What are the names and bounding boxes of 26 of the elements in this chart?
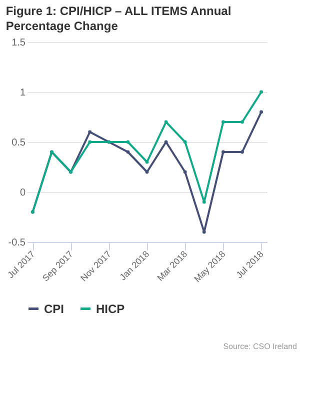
point	[240, 150, 244, 154]
chart-title: Figure 1: CPI/HICP – ALL ITEMS Annual Percentage Change	[6, 4, 232, 33]
y-tick-label: 0.5	[12, 138, 26, 148]
y-tick-label: 0	[20, 188, 26, 198]
point	[202, 230, 206, 234]
y-tick-label: -0.5	[8, 238, 26, 248]
y-tick-label: 1	[20, 88, 26, 98]
point	[183, 140, 187, 144]
y-tick-label: 1.5	[12, 38, 26, 48]
point	[126, 140, 130, 144]
point	[126, 150, 130, 154]
point	[183, 170, 187, 174]
point	[260, 90, 264, 94]
point	[164, 120, 168, 124]
legend-label: HICP	[96, 302, 125, 316]
point	[145, 160, 149, 164]
point	[221, 120, 225, 124]
point	[240, 120, 244, 124]
point	[145, 170, 149, 174]
point	[221, 150, 225, 154]
point	[88, 140, 92, 144]
legend-label: CPI	[44, 302, 64, 316]
source-note: Source: CSO Ireland	[223, 342, 297, 351]
point	[260, 110, 264, 114]
point	[202, 200, 206, 204]
point	[88, 130, 92, 134]
